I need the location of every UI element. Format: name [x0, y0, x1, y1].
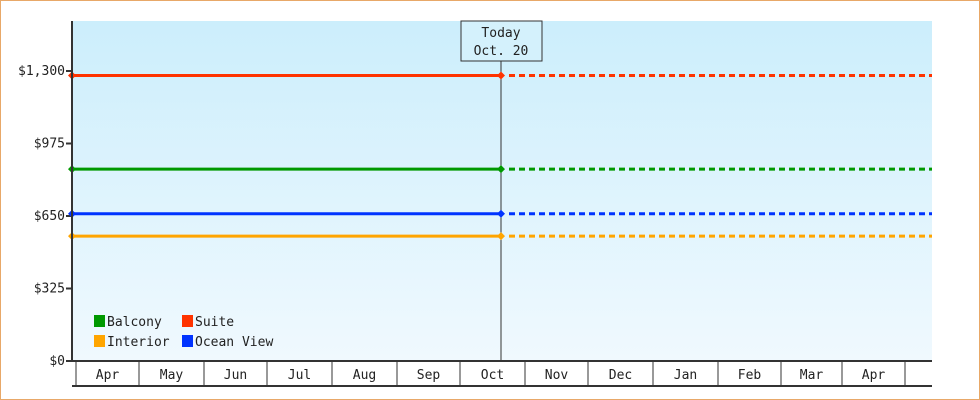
x-tick-label: Apr [862, 368, 886, 383]
legend-swatch [182, 335, 193, 347]
x-tick-label: Jul [288, 368, 311, 383]
today-date: Oct. 20 [474, 44, 529, 59]
legend-swatch [182, 315, 193, 327]
data-point [497, 209, 505, 218]
x-tick-label: Jan [674, 368, 697, 383]
data-point [497, 71, 505, 80]
plot-area [72, 21, 932, 361]
x-tick-label: Nov [545, 368, 569, 383]
x-tick-label: Jun [224, 368, 247, 383]
legend-label: Ocean View [195, 335, 273, 350]
y-tick-label: $975 [34, 137, 65, 152]
x-tick-label: May [160, 368, 184, 383]
today-box [460, 20, 543, 62]
data-point [497, 232, 505, 241]
x-tick-label: Apr [96, 368, 120, 383]
legend-swatch [94, 315, 105, 327]
legend-label: Interior [107, 335, 170, 350]
legend-label: Suite [195, 315, 234, 330]
x-tick-label: Feb [738, 368, 762, 383]
y-tick-label: $0 [49, 354, 65, 369]
x-tick-label: Oct [481, 368, 504, 383]
y-tick-label: $1,300 [18, 64, 65, 79]
x-tick-label: Sep [417, 368, 441, 383]
data-point [497, 165, 505, 174]
legend-swatch [94, 335, 105, 347]
x-tick-label: Mar [800, 368, 824, 383]
legend-label: Balcony [107, 315, 162, 330]
today-label: Today [481, 26, 520, 41]
x-tick-label: Aug [353, 368, 376, 383]
x-tick-label: Dec [609, 368, 632, 383]
y-tick-label: $650 [34, 209, 65, 224]
y-tick-label: $325 [34, 282, 65, 297]
